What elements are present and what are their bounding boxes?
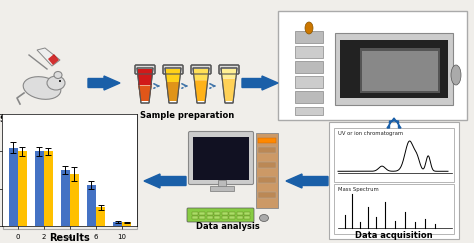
Bar (113, 222, 122, 226)
FancyBboxPatch shape (189, 131, 254, 184)
Text: Sample preparation: Sample preparation (140, 111, 234, 120)
Bar (215, 216, 220, 219)
Ellipse shape (23, 77, 61, 99)
Bar (360, 48, 440, 93)
Bar (256, 133, 278, 208)
Bar (237, 216, 243, 219)
Text: Results: Results (50, 233, 91, 243)
Bar (96, 207, 105, 226)
Bar (192, 212, 198, 215)
Ellipse shape (259, 215, 268, 222)
Bar (245, 212, 250, 215)
FancyBboxPatch shape (278, 11, 467, 120)
Bar (258, 138, 276, 143)
Polygon shape (138, 69, 152, 86)
Bar (70, 174, 79, 226)
Bar (229, 216, 236, 219)
FancyArrow shape (387, 118, 401, 128)
Ellipse shape (451, 65, 461, 85)
Bar (245, 216, 250, 219)
Bar (215, 212, 220, 215)
Bar (222, 216, 228, 219)
Polygon shape (166, 82, 180, 101)
FancyBboxPatch shape (191, 65, 211, 74)
Bar (9, 148, 18, 226)
Text: Data acquisition: Data acquisition (355, 231, 433, 240)
Bar (295, 61, 323, 73)
Bar (229, 212, 236, 215)
Polygon shape (194, 69, 208, 80)
Bar (218, 180, 226, 188)
Bar (222, 212, 228, 215)
Ellipse shape (47, 76, 65, 90)
FancyBboxPatch shape (187, 208, 254, 222)
Polygon shape (48, 54, 59, 65)
Bar (35, 151, 44, 226)
Text: Mass Spectrum: Mass Spectrum (338, 187, 379, 192)
Bar (122, 222, 131, 226)
FancyArrow shape (144, 174, 186, 188)
Bar (258, 192, 276, 198)
FancyBboxPatch shape (135, 65, 155, 74)
Bar (210, 186, 234, 191)
Bar (44, 151, 53, 226)
Bar (335, 33, 453, 105)
Bar (193, 137, 249, 180)
Polygon shape (165, 68, 181, 103)
Bar (340, 40, 448, 98)
Bar (200, 216, 206, 219)
Text: Data analysis: Data analysis (196, 222, 260, 231)
FancyBboxPatch shape (329, 122, 459, 239)
Ellipse shape (54, 71, 62, 78)
FancyArrow shape (242, 76, 278, 90)
Text: Sample collection: Sample collection (0, 115, 84, 124)
Ellipse shape (305, 22, 313, 34)
Bar (192, 216, 198, 219)
Bar (200, 212, 206, 215)
Polygon shape (166, 69, 180, 82)
FancyBboxPatch shape (163, 65, 183, 74)
Bar (362, 51, 438, 91)
Bar (295, 107, 323, 115)
Bar (258, 177, 276, 183)
Ellipse shape (59, 80, 61, 82)
FancyBboxPatch shape (219, 65, 239, 74)
Bar (61, 170, 70, 226)
Polygon shape (222, 69, 236, 78)
Bar (295, 91, 323, 103)
Polygon shape (193, 68, 209, 103)
Polygon shape (222, 78, 236, 101)
Bar (295, 76, 323, 88)
Bar (295, 46, 323, 58)
FancyArrow shape (286, 174, 328, 188)
Polygon shape (37, 48, 60, 66)
Bar (18, 151, 27, 226)
Polygon shape (137, 68, 153, 103)
FancyBboxPatch shape (334, 128, 454, 182)
Text: UV or ion chromatogram: UV or ion chromatogram (338, 131, 403, 136)
Bar (237, 212, 243, 215)
Bar (258, 147, 276, 153)
Bar (207, 212, 213, 215)
Bar (207, 216, 213, 219)
Bar (258, 162, 276, 168)
Polygon shape (194, 80, 208, 101)
Bar (87, 185, 96, 226)
FancyBboxPatch shape (334, 184, 454, 234)
Bar (295, 31, 323, 43)
Polygon shape (138, 86, 152, 101)
Polygon shape (221, 68, 237, 103)
FancyArrow shape (88, 76, 120, 90)
